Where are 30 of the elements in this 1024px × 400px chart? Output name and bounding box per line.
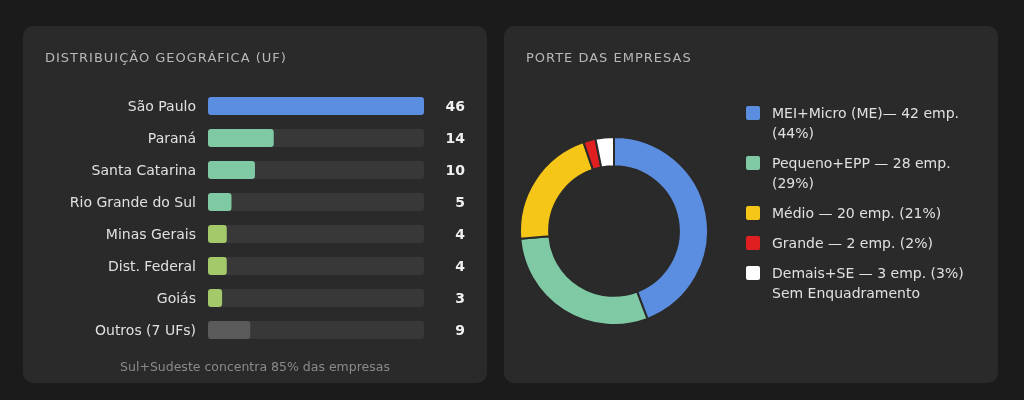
- y-tick-label: Dist. Federal: [108, 258, 196, 274]
- y-tick-label: Goiás: [156, 290, 196, 306]
- chart-title: PORTE DAS EMPRESAS: [526, 50, 692, 65]
- data-label: 5: [455, 194, 465, 210]
- data-label: 9: [455, 322, 465, 338]
- bar: [208, 289, 223, 307]
- legend-label: Demais+SE — 3 emp. (3%) Sem Enquadramento: [772, 265, 964, 301]
- legend-label: MEI+Micro (ME)— 42 emp. (44%): [772, 105, 960, 141]
- data-label: 4: [455, 258, 466, 274]
- legend-label: Pequeno+EPP — 28 emp. (29%): [772, 155, 951, 191]
- data-label: 3: [455, 290, 465, 306]
- legend-label: Médio — 20 emp. (21%): [772, 205, 942, 221]
- y-tick-label: Minas Gerais: [105, 226, 196, 242]
- y-tick-label: Outros (7 UFs): [94, 322, 196, 338]
- chart-title: DISTRIBUIÇÃO GEOGRÁFICA (UF): [45, 50, 287, 65]
- data-label: 46: [445, 98, 465, 114]
- text: Sul+Sudeste concentra 85% das empresas: [120, 359, 390, 374]
- y-tick-label: Paraná: [147, 130, 196, 146]
- bar: [208, 321, 251, 339]
- bar: [208, 257, 227, 275]
- data-label: 14: [445, 130, 466, 146]
- bar: [208, 193, 232, 211]
- data-label: 4: [455, 226, 466, 242]
- legend-label: Grande — 2 emp. (2%): [772, 235, 933, 251]
- y-tick-label: Rio Grande do Sul: [69, 194, 196, 210]
- y-tick-label: São Paulo: [127, 98, 196, 114]
- bar: [208, 161, 255, 179]
- bar: [208, 225, 227, 243]
- y-tick-label: Santa Catarina: [91, 162, 196, 178]
- data-label: 10: [445, 162, 466, 178]
